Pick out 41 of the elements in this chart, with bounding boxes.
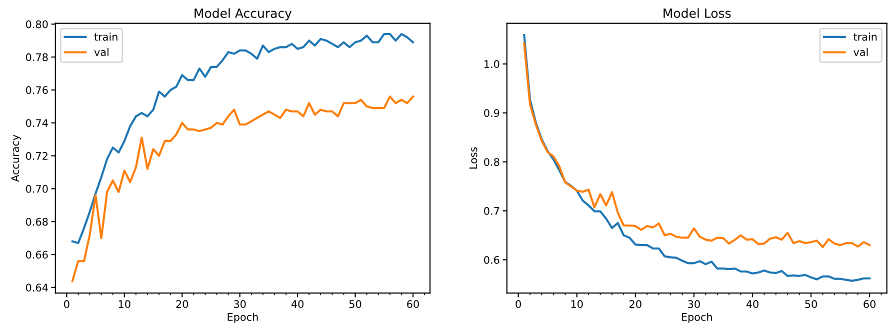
x-tick-label: 50 [805,300,817,308]
y-tick-label: 0.8 [484,158,500,166]
x-tick-label: 60 [864,300,876,308]
x-tick-label: 40 [291,300,304,308]
y-tick-label: 0.80 [26,20,48,28]
y-axis-title: Loss [469,147,478,169]
line-series [523,42,871,248]
x-tick-label: 30 [688,300,700,308]
y-tick-label: 0.9 [484,109,500,117]
y-tick-label: 0.78 [26,53,48,62]
y-tick-label: 0.64 [26,284,48,292]
x-tick-label: 20 [176,300,188,308]
x-tick-label: 40 [746,300,758,308]
legend-label: val [854,48,868,56]
x-tick-label: 20 [630,300,642,308]
legend-label: train [94,32,118,41]
x-tick-label: 50 [349,300,362,308]
x-axis-title: Epoch [682,312,712,323]
y-tick-label: 0.72 [26,152,48,160]
x-tick-label: 10 [571,300,583,308]
x-tick-label: 30 [234,300,246,308]
y-axis-title: Accuracy [11,134,22,182]
x-tick-label: 0 [64,300,70,308]
y-tick-label: 1.0 [484,60,500,68]
x-axis-title: Epoch [228,312,258,323]
legend-label: train [854,32,877,41]
y-tick-label: 0.68 [26,218,48,226]
y-tick-label: 0.66 [26,250,48,259]
x-tick-label: 60 [407,300,419,308]
x-tick-label: 10 [118,300,130,308]
y-tick-label: 0.6 [484,256,500,264]
line-series [71,32,414,244]
chart-title: Model Accuracy [194,8,292,20]
y-tick-label: 0.76 [26,86,48,94]
y-tick-label: 0.7 [484,207,500,215]
line-series [71,96,414,282]
chart-title: Model Loss [664,8,731,18]
x-tick-label: 0 [516,300,521,308]
legend-label: val [94,48,108,56]
y-tick-label: 0.70 [26,184,48,193]
y-tick-label: 0.74 [26,119,48,127]
